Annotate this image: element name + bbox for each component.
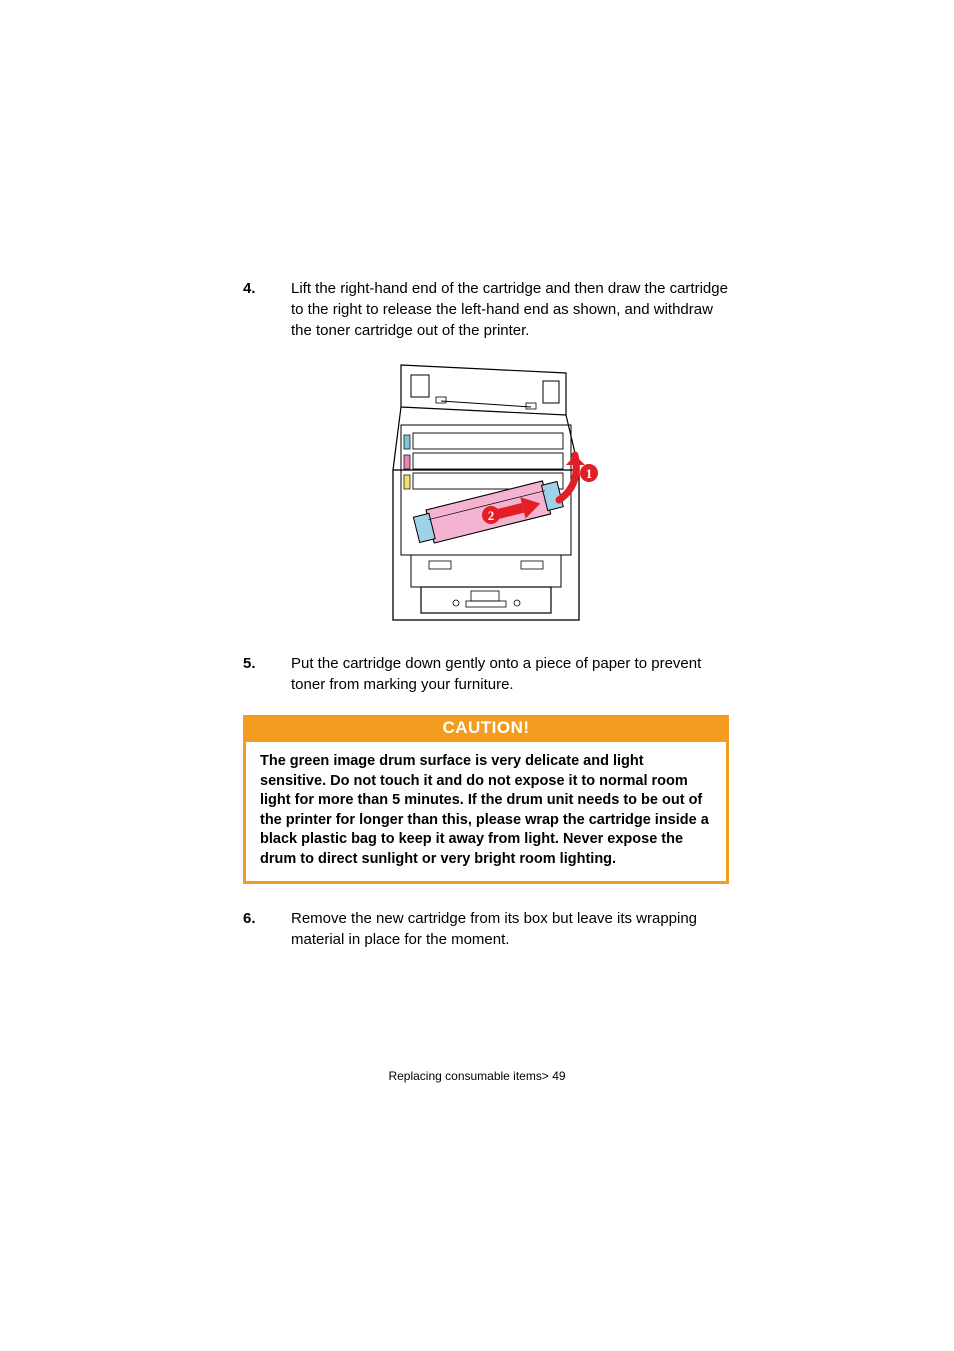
page-footer: Replacing consumable items> 49 <box>0 1069 954 1083</box>
caution-box: CAUTION! The green image drum surface is… <box>243 715 729 884</box>
page: 4. Lift the right-hand end of the cartri… <box>0 0 954 1351</box>
step-6: 6. Remove the new cartridge from its box… <box>243 908 729 950</box>
step-5: 5. Put the cartridge down gently onto a … <box>243 653 729 695</box>
step-6-number: 6. <box>243 908 291 950</box>
callout-1-text: 1 <box>586 466 593 481</box>
step-4: 4. Lift the right-hand end of the cartri… <box>243 278 729 341</box>
caution-body: The green image drum surface is very del… <box>246 742 726 881</box>
printer-illustration: 1 2 <box>371 355 601 635</box>
step-4-number: 4. <box>243 278 291 341</box>
step-6-text: Remove the new cartridge from its box bu… <box>291 908 729 950</box>
callout-2-text: 2 <box>488 508 495 523</box>
caution-title: CAUTION! <box>246 715 726 742</box>
step-5-number: 5. <box>243 653 291 695</box>
step-4-text: Lift the right-hand end of the cartridge… <box>291 278 729 341</box>
step-5-text: Put the cartridge down gently onto a pie… <box>291 653 729 695</box>
